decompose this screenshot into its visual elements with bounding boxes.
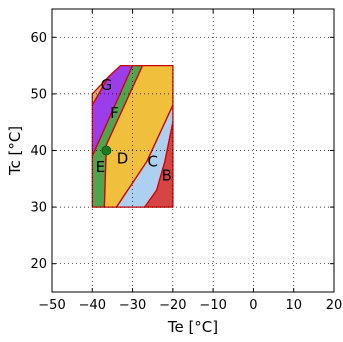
y-tick-label: 50 — [30, 87, 47, 102]
y-tick-label: 40 — [30, 144, 47, 159]
x-tick-label: 0 — [249, 298, 257, 313]
ticks-layer: −50 −40 −30 −20 −10 0 10 20 20 30 40 50 60 — [30, 9, 342, 313]
marker-layer — [101, 145, 112, 156]
x-tick-label: −30 — [119, 298, 146, 313]
x-tick-label: −10 — [199, 298, 226, 313]
x-tick-label: 20 — [326, 298, 343, 313]
region-label-f: F — [110, 104, 119, 122]
y-tick-label: 20 — [30, 257, 47, 272]
x-tick-label: −50 — [38, 298, 65, 313]
x-axis-label: Te [°C] — [167, 318, 218, 336]
region-label-e: E — [96, 158, 105, 176]
region-label-g: G — [101, 76, 113, 94]
region-label-c: C — [147, 152, 157, 170]
y-axis-label: Tc [°C] — [6, 126, 24, 176]
region-label-d: D — [117, 149, 129, 167]
y-tick-label: 30 — [30, 201, 47, 216]
x-tick-label: 10 — [285, 298, 302, 313]
x-tick-label: −20 — [159, 298, 186, 313]
point-marker — [101, 145, 112, 156]
region-label-b: B — [162, 166, 172, 184]
region-labels-layer: GF E D CB — [96, 76, 172, 185]
y-tick-label: 60 — [30, 31, 47, 46]
x-tick-label: −40 — [79, 298, 106, 313]
